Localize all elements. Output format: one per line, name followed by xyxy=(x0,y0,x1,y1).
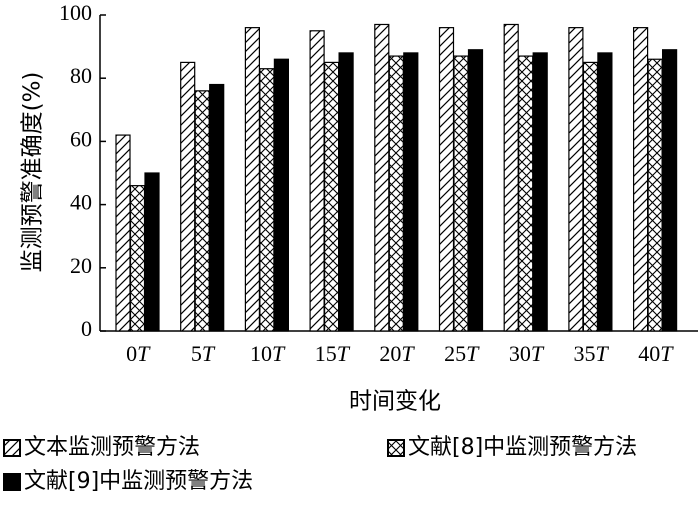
bar xyxy=(388,55,404,332)
bar xyxy=(194,90,210,332)
bar xyxy=(632,27,649,332)
legend-swatch xyxy=(3,473,21,491)
bar xyxy=(438,27,455,332)
bar xyxy=(453,55,469,332)
bar xyxy=(259,68,275,332)
legend-label: 文献[8]中监测预警方法 xyxy=(408,435,637,460)
bar xyxy=(661,49,678,332)
bar xyxy=(597,52,613,332)
bar xyxy=(403,52,419,332)
legend-swatch xyxy=(387,439,405,457)
bar xyxy=(324,61,340,332)
bar xyxy=(568,27,584,332)
x-tick-label: 15T xyxy=(315,341,351,366)
bar xyxy=(647,58,663,332)
x-tick-label: 40T xyxy=(638,341,674,366)
bar xyxy=(582,61,599,332)
y-tick-label: 80 xyxy=(70,63,92,88)
bar xyxy=(374,23,390,332)
x-tick-label: 20T xyxy=(379,341,415,366)
bar xyxy=(244,27,260,332)
y-tick-label: 60 xyxy=(70,126,92,151)
x-tick-label: 35T xyxy=(574,341,610,366)
x-tick-label: 0T xyxy=(126,341,151,366)
x-tick-label: 25T xyxy=(444,341,480,366)
bar xyxy=(144,172,160,332)
bar xyxy=(273,58,289,332)
legend-label: 文本监测预警方法 xyxy=(24,435,200,460)
legend-label: 文献[9]中监测预警方法 xyxy=(24,469,253,494)
bar xyxy=(180,61,196,332)
x-axis-label: 时间变化 xyxy=(349,389,441,415)
x-tick-label: 30T xyxy=(509,341,545,366)
y-axis-label: 监测预警准确度(%) xyxy=(20,72,46,273)
bar xyxy=(518,55,534,332)
bar xyxy=(129,185,146,332)
bar xyxy=(532,52,548,332)
legend-swatch xyxy=(3,439,21,457)
plot-area: 0 20 40 60 80 100 0T 5T 10T 15T 20T 25T 30T 35T 40T xyxy=(59,0,698,366)
bar xyxy=(309,30,325,332)
bar xyxy=(338,52,354,332)
bar xyxy=(115,134,131,332)
bar xyxy=(503,23,519,332)
y-tick-label: 20 xyxy=(70,253,92,278)
bar xyxy=(467,49,484,332)
bar xyxy=(209,83,225,332)
x-tick-label: 5T xyxy=(191,341,216,366)
y-tick-label: 100 xyxy=(59,0,92,25)
y-tick-label: 40 xyxy=(70,190,92,215)
y-tick-label: 0 xyxy=(81,316,92,341)
x-tick-label: 10T xyxy=(250,341,286,366)
